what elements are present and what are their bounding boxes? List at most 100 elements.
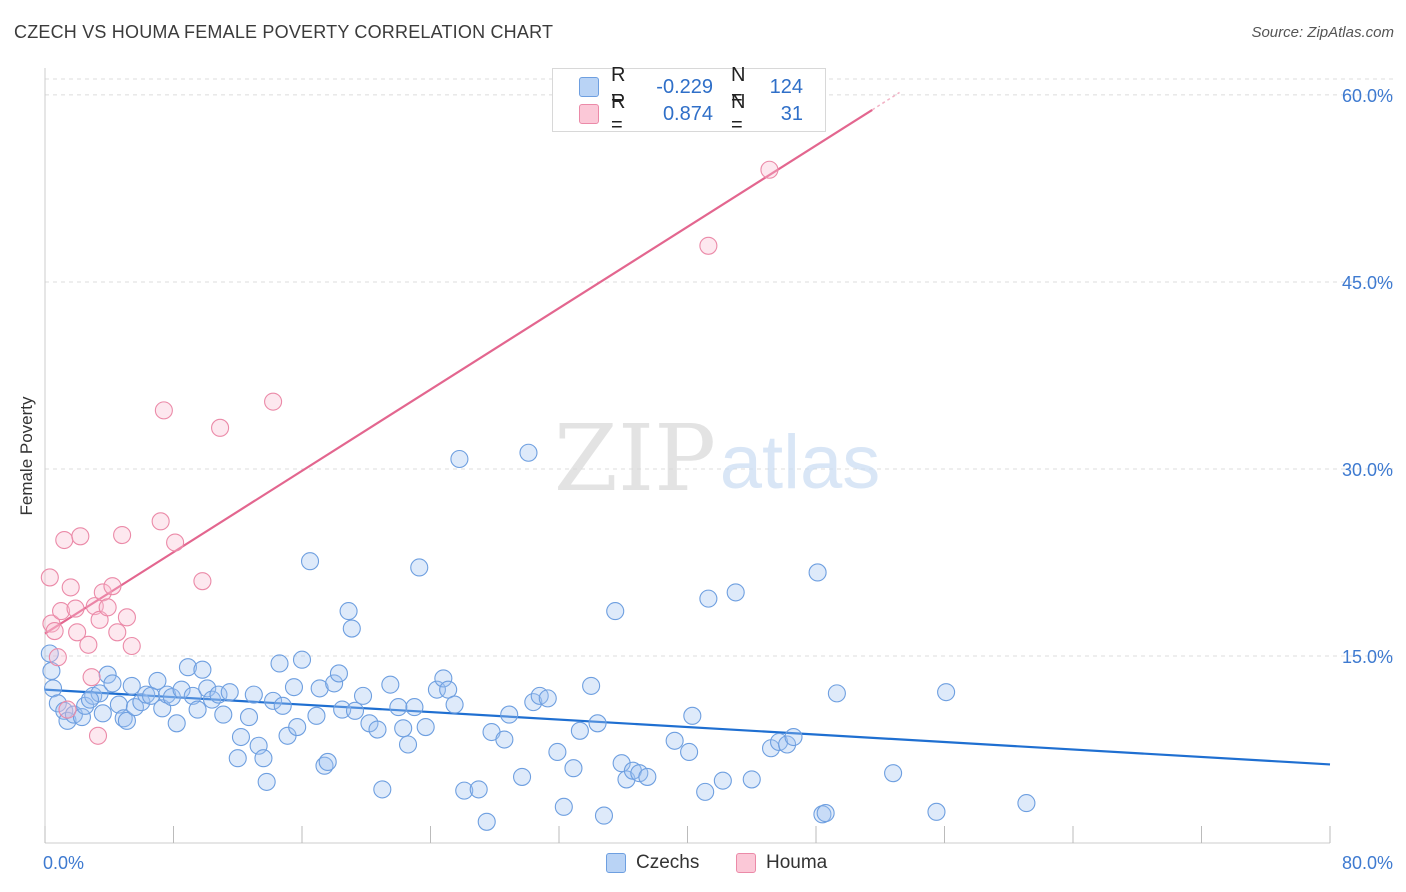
czechs-point (1017, 794, 1036, 813)
czechs-point (148, 671, 167, 690)
czechs-point (98, 665, 117, 684)
bottom-legend-czechs: Czechs (606, 852, 699, 874)
czechs-point (325, 674, 344, 693)
grid-layer (45, 78, 1393, 657)
watermark-zip: ZIP (554, 405, 716, 512)
bottom-legend-swatch-houma (736, 853, 756, 873)
czechs-point (564, 759, 583, 778)
czechs-point (513, 767, 532, 786)
houma-point (699, 236, 718, 255)
czechs-point (742, 770, 761, 789)
czechs-point (193, 660, 212, 679)
czechs-point (80, 690, 100, 709)
czechs-point (439, 680, 458, 699)
czechs-point (699, 589, 718, 608)
czechs-point (114, 709, 133, 728)
czechs-point (345, 701, 365, 720)
czechs-point (228, 749, 247, 768)
czechs-point (937, 683, 956, 702)
czechs-point (141, 686, 161, 705)
czechs-point (244, 685, 263, 704)
houma-point (61, 578, 80, 597)
czechs-point (416, 717, 435, 737)
houma-trend-line (44, 108, 873, 635)
czechs-point (178, 658, 198, 677)
czechs-point (373, 780, 392, 799)
czechs-point (405, 698, 424, 717)
czechs-point (784, 727, 803, 747)
czechs-point (368, 720, 387, 739)
watermark: ZIP atlas (554, 405, 880, 512)
czechs-point (394, 719, 413, 738)
czechs-point (726, 583, 745, 602)
czechs-point (500, 705, 519, 724)
houma-point (154, 401, 173, 420)
czechs-point (43, 679, 63, 698)
source-label: Source: ZipAtlas.com (1251, 24, 1394, 41)
czechs-point (884, 764, 903, 783)
czechs-point (288, 717, 307, 737)
czechs-point (612, 754, 631, 773)
y-tick-label: 15.0% (1342, 647, 1393, 667)
czechs-point (665, 731, 684, 750)
czechs-point (455, 781, 474, 800)
houma-point (58, 700, 77, 719)
czechs-point (162, 688, 181, 707)
czechs-point (410, 558, 429, 577)
axis-layer (44, 68, 1331, 844)
x-tick-label: 80.0% (1342, 853, 1393, 873)
czechs-point (103, 674, 122, 693)
houma-point (103, 577, 122, 596)
legend-n-label: N = (731, 91, 746, 136)
czechs-point (158, 685, 177, 704)
houma-point (113, 525, 132, 545)
correlation-legend: R = -0.229 N = 124 R = 0.874 N = 31 (552, 64, 826, 136)
houma-point (760, 160, 779, 179)
czechs-point (254, 749, 273, 768)
bottom-legend-label-houma: Houma (766, 852, 828, 873)
houma-point (79, 635, 98, 654)
czechs-point (231, 727, 251, 747)
legend-r-label: R = (611, 64, 626, 109)
tick-label-layer: 15.0% 30.0% 45.0% 60.0% 0.0% 80.0% (43, 86, 1393, 873)
y-tick-label: 30.0% (1342, 460, 1393, 480)
czechs-point (90, 684, 109, 703)
czechs-point (398, 735, 418, 754)
czechs-point (198, 679, 217, 698)
houma-point (45, 621, 64, 641)
czechs-point (450, 449, 469, 469)
czechs-point (353, 686, 373, 705)
chart-title: CZECH VS HOUMA FEMALE POVERTY CORRELATIO… (14, 22, 554, 42)
legend-n-value: 124 (769, 75, 803, 98)
czechs-point (477, 812, 496, 831)
houma-point (88, 726, 108, 745)
czechs-point (333, 700, 352, 719)
czechs-point (183, 686, 202, 705)
houma-point (122, 636, 141, 656)
czechs-point (469, 780, 488, 799)
czechs-point (683, 706, 702, 725)
legend-row-houma: R = 0.874 N = 31 (579, 91, 803, 136)
czechs-point (713, 771, 732, 790)
legend-swatch-houma (579, 104, 599, 124)
legend-n-label: N = (731, 64, 746, 109)
y-tick-label: 60.0% (1342, 86, 1393, 106)
czechs-point (570, 721, 589, 740)
y-tick-label: 45.0% (1342, 273, 1393, 293)
houma-point (85, 597, 104, 616)
czechs-point (606, 602, 625, 621)
czechs-point (519, 443, 538, 462)
czechs-point (318, 752, 337, 772)
legend-row-czechs: R = -0.229 N = 124 (579, 64, 803, 109)
czechs-point (188, 700, 207, 719)
houma-point (66, 599, 85, 618)
legend-n-value: 31 (780, 102, 803, 125)
czechs-point (122, 676, 141, 695)
czechs-point (696, 782, 715, 801)
houma-point (40, 568, 59, 587)
houma-point (68, 623, 87, 642)
czechs-point (284, 678, 304, 697)
czechs-point (167, 714, 186, 733)
czechs-point (582, 676, 601, 695)
czechs-point (292, 650, 312, 669)
